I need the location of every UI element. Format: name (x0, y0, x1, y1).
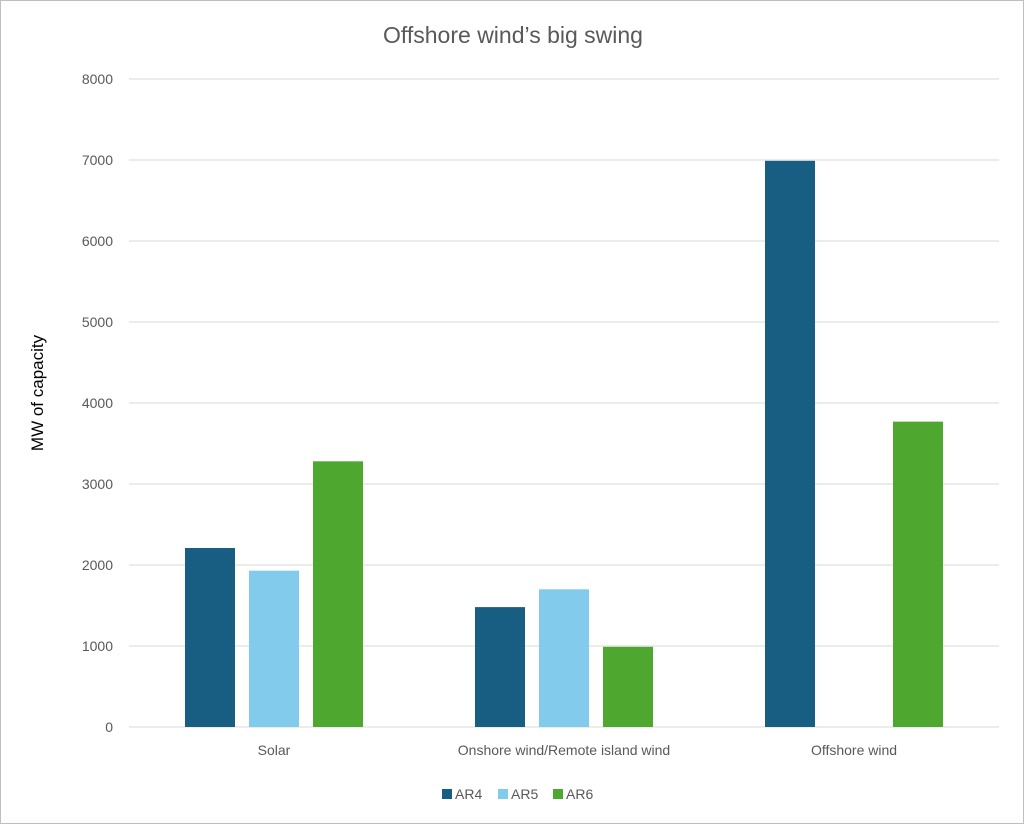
bars (185, 160, 943, 727)
y-tick-label: 0 (105, 719, 113, 735)
x-axis-categories: Solar Onshore wind/Remote island wind Offs… (258, 742, 897, 758)
y-tick-label: 2000 (82, 557, 113, 573)
y-axis-label: MW of capacity (28, 334, 47, 451)
legend-label: AR5 (511, 786, 538, 802)
y-tick-label: 7000 (82, 152, 113, 168)
bar-ar6-2 (893, 421, 943, 727)
y-axis-ticks: 0 1000 2000 3000 4000 5000 6000 7000 8000 (82, 71, 113, 735)
legend-label: AR6 (566, 786, 593, 802)
bar-ar4-0 (185, 547, 235, 727)
x-category-label: Offshore wind (811, 742, 897, 758)
legend-label: AR4 (455, 786, 482, 802)
y-tick-label: 6000 (82, 233, 113, 249)
bar-ar6-1 (603, 646, 653, 727)
x-category-label: Solar (258, 742, 291, 758)
legend: AR4 AR5 AR6 (442, 786, 593, 802)
y-tick-label: 1000 (82, 638, 113, 654)
y-tick-label: 4000 (82, 395, 113, 411)
bar-ar5-1 (539, 589, 589, 727)
legend-swatch-ar5 (498, 789, 508, 799)
bar-ar4-2 (765, 160, 815, 727)
bar-ar4-1 (475, 607, 525, 727)
bar-ar5-0 (249, 570, 299, 727)
y-tick-label: 5000 (82, 314, 113, 330)
x-category-label: Onshore wind/Remote island wind (458, 742, 670, 758)
y-tick-label: 3000 (82, 476, 113, 492)
chart-title: Offshore wind’s big swing (383, 22, 643, 48)
y-tick-label: 8000 (82, 71, 113, 87)
legend-swatch-ar4 (442, 789, 452, 799)
bar-ar6-0 (313, 461, 363, 727)
legend-swatch-ar6 (553, 789, 563, 799)
